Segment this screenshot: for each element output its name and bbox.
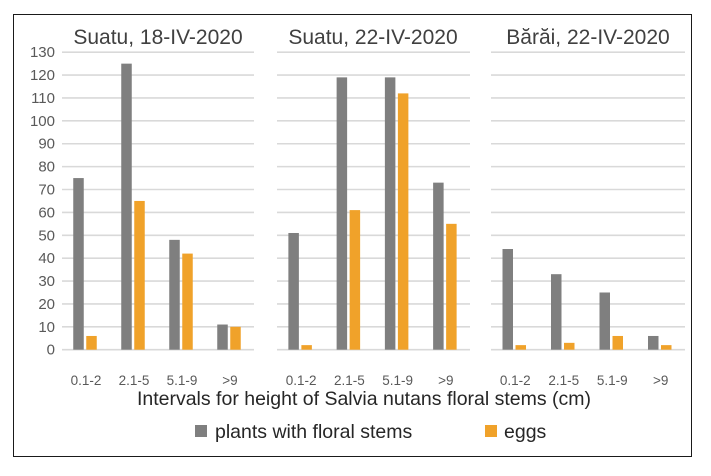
bar-eggs bbox=[446, 223, 457, 350]
y-tick-label: 50 bbox=[38, 227, 55, 244]
bar-plants bbox=[433, 182, 444, 350]
y-tick-label: 110 bbox=[31, 90, 55, 107]
bar-plants bbox=[121, 63, 132, 350]
bar-plants bbox=[648, 335, 659, 350]
y-tick-label: 60 bbox=[38, 204, 55, 221]
legend-label-plants: plants with floral stems bbox=[215, 421, 412, 443]
y-tick-label: 0 bbox=[47, 342, 55, 359]
x-tick-label: 0.1-2 bbox=[286, 373, 317, 388]
y-tick-label: 90 bbox=[38, 136, 55, 153]
x-tick-label: 0.1-2 bbox=[71, 373, 102, 388]
panel-title: Bărăi, 22-IV-2020 bbox=[506, 26, 669, 49]
x-tick-label: 5.1-9 bbox=[597, 373, 628, 388]
bar-plants bbox=[336, 77, 348, 350]
x-tick-label: 2.1-5 bbox=[334, 373, 365, 388]
bar-eggs bbox=[301, 345, 312, 350]
x-tick-label: 2.1-5 bbox=[548, 373, 579, 388]
x-tick-label: 5.1-9 bbox=[382, 373, 413, 388]
bar-plants bbox=[551, 274, 562, 350]
bar-eggs bbox=[86, 335, 97, 350]
legend-swatch-plants bbox=[195, 425, 207, 437]
panel-title: Suatu, 22-IV-2020 bbox=[288, 26, 457, 49]
bar-plants bbox=[288, 232, 299, 350]
x-tick-label: 2.1-5 bbox=[119, 373, 150, 388]
x-axis-label: Intervals for height of Salvia nutans fl… bbox=[137, 388, 591, 410]
y-tick-label: 130 bbox=[30, 44, 55, 61]
bar-eggs bbox=[515, 345, 526, 350]
y-tick-label: 70 bbox=[38, 182, 55, 199]
y-tick-label: 100 bbox=[30, 113, 55, 130]
x-tick-label: >9 bbox=[653, 373, 668, 388]
y-tick-label: 30 bbox=[38, 273, 55, 290]
legend-swatch-eggs bbox=[485, 425, 497, 437]
panel-title: Suatu, 18-IV-2020 bbox=[73, 26, 242, 49]
x-tick-label: >9 bbox=[438, 373, 453, 388]
y-tick-label: 40 bbox=[38, 250, 55, 267]
bar-eggs bbox=[612, 335, 623, 350]
bar-eggs bbox=[349, 210, 361, 350]
legend: plants with floral stems eggs bbox=[195, 421, 547, 443]
bar-eggs bbox=[661, 345, 672, 350]
bar-plants bbox=[599, 292, 610, 350]
y-tick-label: 10 bbox=[38, 319, 55, 336]
bar-eggs bbox=[397, 93, 409, 350]
bar-plants bbox=[73, 178, 84, 350]
y-axis: 0 10 20 30 40 50 60 70 80 90 100 110 120 130 bbox=[30, 44, 55, 359]
bar-plants bbox=[502, 249, 513, 350]
bar-eggs bbox=[182, 253, 193, 350]
bar-eggs bbox=[564, 342, 575, 350]
x-tick-label: 5.1-9 bbox=[167, 373, 198, 388]
y-tick-label: 20 bbox=[38, 296, 55, 313]
x-tick-label: 0.1-2 bbox=[500, 373, 531, 388]
bar-eggs bbox=[230, 326, 241, 350]
legend-label-eggs: eggs bbox=[504, 421, 547, 443]
x-tick-label: >9 bbox=[222, 373, 237, 388]
panel-barai-22-iv: Bărăi, 22-IV-2020 0.1-2 2.1-5 5.1-9 >9 bbox=[491, 26, 685, 388]
bar-eggs bbox=[134, 200, 145, 350]
y-tick-label: 120 bbox=[30, 67, 55, 84]
panel-suatu-22-iv: Suatu, 22-IV-2020 0.1-2 2.1-5 5.1-9 >9 bbox=[277, 26, 470, 388]
bar-plants bbox=[217, 324, 228, 350]
bar-plants bbox=[169, 239, 180, 350]
panel-suatu-18-iv: Suatu, 18-IV-2020 0.1-2 2.1-5 5.1-9 >9 bbox=[62, 26, 254, 388]
bar-plants bbox=[384, 77, 396, 350]
y-tick-label: 80 bbox=[38, 159, 55, 176]
